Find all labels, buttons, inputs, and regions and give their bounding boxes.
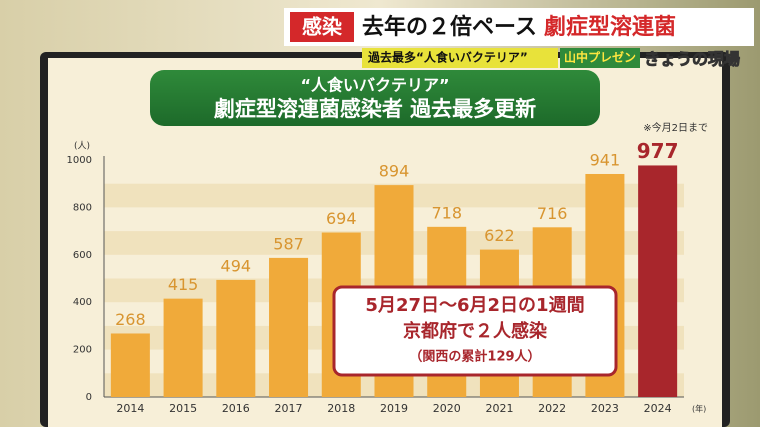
y-tick-label: 1000 [67, 155, 92, 166]
annotation: 京都府で２人感染 [403, 320, 548, 342]
y-tick-label: 0 [86, 392, 92, 403]
subline: 過去最多“人食いバクテリア” [367, 50, 528, 65]
value-label: 622 [484, 226, 515, 245]
headline-emphasis: 劇症型溶連菌 [544, 14, 676, 40]
x-tick-label: 2021 [485, 402, 513, 415]
presenter: 山中プレゼン [564, 50, 636, 65]
value-label: 694 [326, 209, 357, 228]
note: ※今月2日まで [643, 121, 708, 134]
chart-title: “人食いバクテリア” [300, 76, 449, 95]
chart-subtitle: 劇症型溶連菌感染者 過去最多更新 [214, 97, 536, 121]
value-label: 977 [637, 139, 679, 163]
bar [110, 333, 150, 397]
y-tick-label: 200 [73, 345, 92, 356]
bar [163, 298, 203, 397]
bar [269, 257, 309, 397]
x-tick-label: 2022 [538, 402, 566, 415]
value-label: 718 [431, 203, 462, 222]
x-tick-label: 2014 [116, 402, 144, 415]
value-label: 716 [537, 204, 568, 223]
x-tick-label: 2016 [222, 402, 250, 415]
x-tick-label: 2023 [591, 402, 619, 415]
y-unit: (人) [74, 141, 90, 152]
program-logo: きょうの現場 [644, 50, 740, 69]
value-label: 415 [168, 275, 199, 294]
x-unit: (年) [692, 404, 706, 414]
subline-box [362, 48, 558, 68]
annotation: 5月27日～6月2日の1週間 [365, 295, 584, 316]
headline-bar [284, 8, 754, 46]
bar [638, 165, 678, 397]
y-tick-label: 400 [73, 297, 92, 308]
x-tick-label: 2017 [275, 402, 303, 415]
x-tick-label: 2020 [433, 402, 461, 415]
y-tick-label: 600 [73, 250, 92, 261]
bar [216, 279, 256, 397]
annotation-box [332, 285, 618, 377]
y-tick-label: 800 [73, 202, 92, 213]
value-label: 941 [590, 150, 621, 169]
value-label: 894 [379, 162, 410, 181]
value-label: 494 [221, 256, 252, 275]
x-tick-label: 2024 [644, 402, 672, 415]
presenter-box [560, 48, 640, 68]
headline: 去年の２倍ペース [362, 14, 537, 40]
x-tick-label: 2018 [327, 402, 355, 415]
value-label: 587 [273, 234, 304, 253]
x-tick-label: 2019 [380, 402, 408, 415]
tag: 感染 [302, 15, 343, 39]
x-tick-label: 2015 [169, 402, 197, 415]
annotation: （関西の累計129人） [409, 349, 540, 365]
title-box [150, 70, 600, 126]
tag-box [290, 12, 354, 42]
value-label: 268 [115, 310, 146, 329]
